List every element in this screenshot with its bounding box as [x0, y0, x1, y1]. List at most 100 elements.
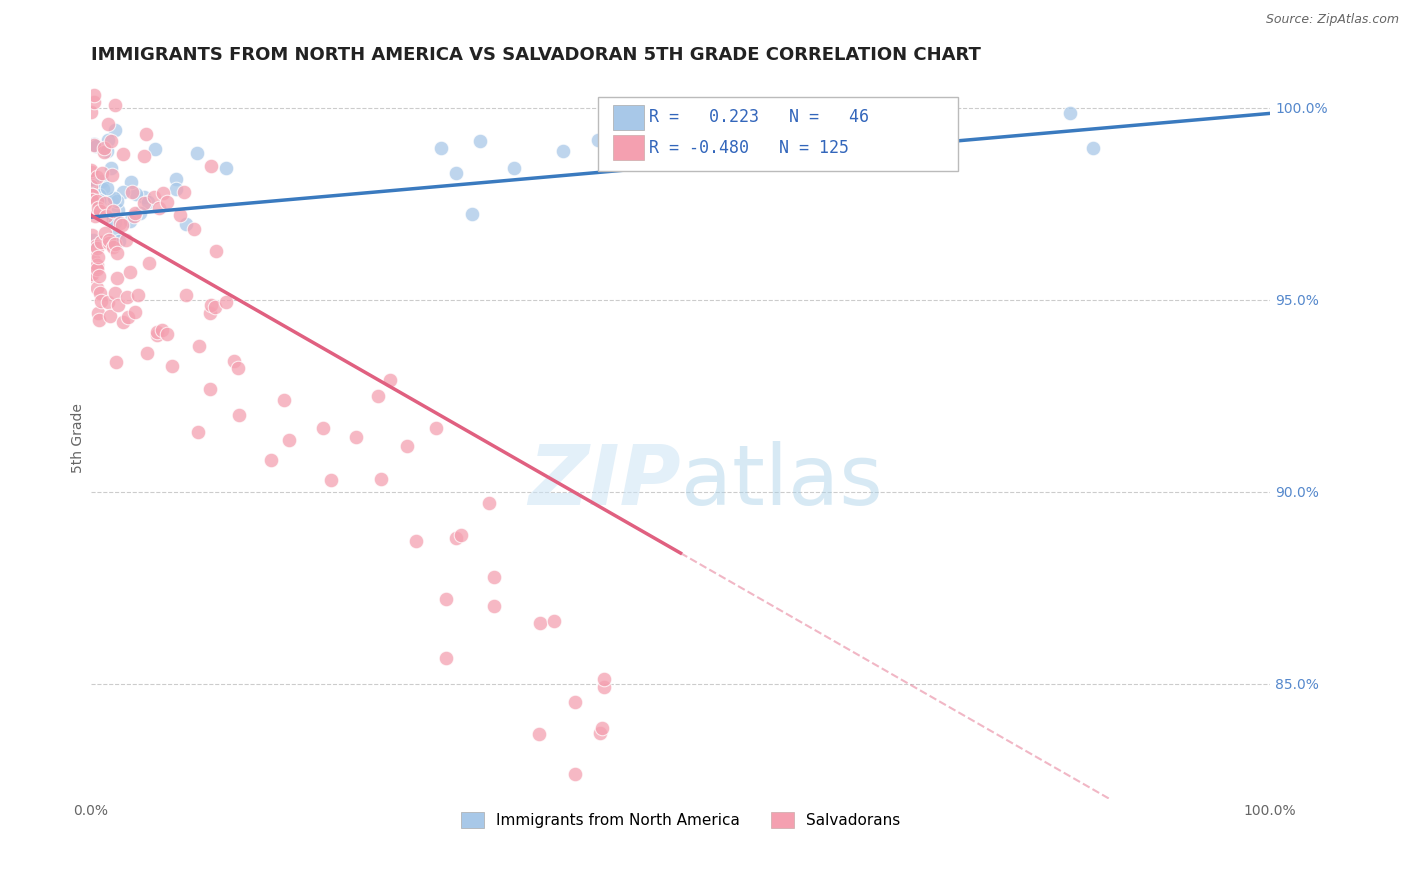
Point — [200, 298, 222, 312]
Point — [122, 209, 145, 223]
Point — [425, 420, 447, 434]
Point — [273, 393, 295, 408]
Point — [450, 528, 472, 542]
Point — [165, 172, 187, 186]
Point — [136, 346, 159, 360]
Point — [89, 194, 111, 209]
Point — [89, 286, 111, 301]
Point — [105, 270, 128, 285]
Point — [87, 268, 110, 283]
Point — [165, 182, 187, 196]
Point — [105, 246, 128, 260]
Point — [228, 409, 250, 423]
Point — [118, 265, 141, 279]
Point — [86, 170, 108, 185]
Point — [205, 244, 228, 258]
Point — [111, 147, 134, 161]
Point — [527, 727, 550, 741]
Point — [120, 175, 142, 189]
Point — [429, 141, 451, 155]
Point — [121, 185, 143, 199]
Point — [84, 209, 107, 223]
Point — [87, 201, 110, 215]
Point — [89, 204, 111, 219]
Point — [107, 203, 129, 218]
Point — [591, 721, 613, 735]
Point — [478, 496, 501, 510]
Point — [117, 310, 139, 324]
Point — [82, 194, 104, 208]
Point — [101, 168, 124, 182]
Point — [111, 315, 134, 329]
Point — [101, 192, 124, 206]
Point — [138, 195, 160, 210]
Point — [107, 298, 129, 312]
Point — [593, 672, 616, 686]
Point — [370, 472, 392, 486]
Point — [543, 614, 565, 628]
Point — [80, 179, 103, 194]
Point — [86, 194, 108, 208]
Point — [90, 235, 112, 249]
Point — [586, 132, 609, 146]
Text: R = -0.480   N = 125: R = -0.480 N = 125 — [648, 138, 849, 157]
Point — [104, 236, 127, 251]
Point — [86, 250, 108, 264]
Point — [344, 430, 367, 444]
Point — [104, 98, 127, 112]
Point — [83, 138, 105, 153]
Point — [89, 188, 111, 202]
Point — [174, 217, 197, 231]
Point — [103, 240, 125, 254]
Point — [198, 382, 221, 396]
Text: atlas: atlas — [681, 441, 883, 522]
Point — [186, 145, 208, 160]
Point — [134, 190, 156, 204]
Point — [1059, 106, 1081, 120]
Point — [118, 214, 141, 228]
Point — [127, 288, 149, 302]
Point — [169, 208, 191, 222]
Point — [529, 615, 551, 630]
Point — [633, 106, 655, 120]
Point — [97, 235, 120, 250]
Point — [198, 306, 221, 320]
Point — [187, 425, 209, 439]
Point — [278, 434, 301, 448]
Point — [468, 134, 491, 148]
Point — [82, 187, 104, 202]
Point — [405, 534, 427, 549]
Point — [200, 159, 222, 173]
Point — [91, 181, 114, 195]
Point — [86, 281, 108, 295]
Point — [187, 339, 209, 353]
Point — [94, 227, 117, 241]
Point — [80, 269, 103, 284]
Point — [125, 186, 148, 201]
Point — [100, 134, 122, 148]
Point — [80, 171, 103, 186]
Point — [312, 420, 335, 434]
Point — [90, 293, 112, 308]
Point — [1083, 141, 1105, 155]
Point — [148, 201, 170, 215]
Point — [104, 215, 127, 229]
Point — [83, 137, 105, 152]
Point — [96, 181, 118, 195]
Point — [176, 288, 198, 302]
Point — [86, 261, 108, 276]
Point — [502, 161, 524, 175]
FancyBboxPatch shape — [613, 136, 644, 160]
Point — [156, 326, 179, 341]
Point — [108, 235, 131, 249]
Point — [100, 161, 122, 175]
Point — [551, 144, 574, 158]
Text: ZIP: ZIP — [527, 441, 681, 522]
Point — [90, 174, 112, 188]
Point — [97, 233, 120, 247]
Point — [124, 305, 146, 319]
Point — [84, 139, 107, 153]
Point — [87, 306, 110, 320]
Point — [111, 218, 134, 232]
Text: Source: ZipAtlas.com: Source: ZipAtlas.com — [1265, 13, 1399, 27]
